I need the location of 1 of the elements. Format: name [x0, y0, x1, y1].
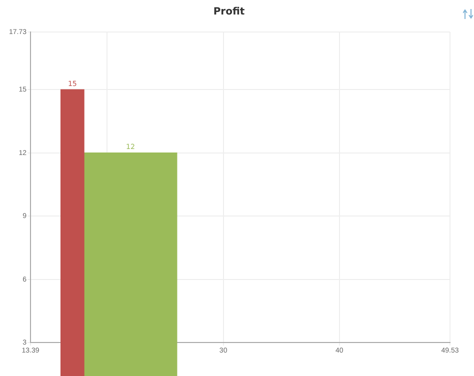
chart-title: Profit [213, 6, 245, 18]
